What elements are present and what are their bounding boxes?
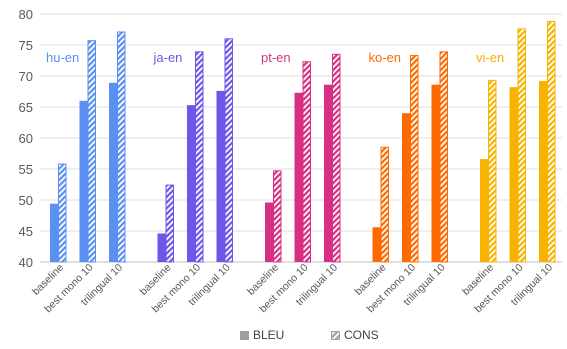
bar-cons-pt-en-0 [273, 170, 282, 263]
bar-cons-ko-en-0 [380, 146, 389, 263]
group-label-hu-en: hu-en [46, 50, 79, 65]
bar-cons-pt-en-1 [302, 61, 311, 263]
bar-bleu-ja-en-2 [216, 90, 225, 262]
bar-bleu-pt-en-2 [324, 84, 332, 263]
bar-cons-ja-en-2 [224, 38, 233, 263]
group-label-ko-en: ko-en [369, 50, 402, 65]
bar-cons-vi-en-2 [547, 20, 556, 263]
bars [50, 20, 556, 263]
bar-bleu-ko-en-1 [402, 113, 410, 262]
bar-cons-ko-en-1 [410, 55, 419, 263]
bar-bleu-pt-en-1 [294, 92, 303, 263]
legend-swatch-bleu [240, 330, 249, 340]
bar-bleu-vi-en-0 [480, 159, 488, 262]
group-label-pt-en: pt-en [261, 50, 291, 65]
bar-cons-vi-en-1 [517, 28, 526, 263]
legend-swatch-cons [331, 330, 340, 340]
legend-item-cons: CONS [331, 328, 379, 342]
y-tick-label: 70 [19, 69, 33, 84]
y-tick-label: 45 [19, 224, 33, 239]
y-tick-label: 40 [19, 255, 33, 270]
group-labels: hu-en ja-en pt-en ko-en vi-en [46, 50, 504, 65]
bar-cons-hu-en-0 [58, 163, 67, 263]
bar-cons-vi-en-0 [488, 79, 497, 263]
y-tick-label: 65 [19, 100, 33, 115]
legend-label-cons: CONS [344, 328, 379, 342]
bar-bleu-pt-en-0 [265, 202, 273, 262]
bar-bleu-hu-en-2 [109, 82, 117, 262]
bar-cons-ja-en-1 [195, 51, 204, 263]
y-tick-label: 80 [19, 7, 33, 22]
bar-bleu-vi-en-2 [539, 80, 547, 263]
bar-cons-hu-en-1 [87, 40, 96, 263]
legend: BLEU CONS [0, 328, 567, 346]
group-label-ja-en: ja-en [153, 50, 183, 65]
y-tick-label: 75 [19, 38, 33, 53]
bar-bleu-ko-en-0 [372, 227, 381, 262]
bar-bleu-ja-en-0 [157, 233, 166, 262]
bar-cons-ja-en-0 [165, 184, 174, 263]
bar-bleu-hu-en-0 [50, 203, 58, 262]
bar-cons-hu-en-2 [117, 31, 126, 263]
bar-bleu-vi-en-1 [509, 87, 518, 262]
bar-bleu-hu-en-1 [79, 100, 88, 262]
group-label-vi-en: vi-en [476, 50, 504, 65]
bar-cons-pt-en-2 [332, 53, 341, 263]
bar-cons-ko-en-2 [439, 51, 448, 263]
y-tick-label: 60 [19, 131, 33, 146]
bar-bleu-ja-en-1 [187, 105, 195, 262]
legend-item-bleu: BLEU [240, 328, 284, 342]
y-tick-label: 55 [19, 162, 33, 177]
y-tick-label: 50 [19, 193, 33, 208]
y-axis: 40 45 50 55 60 65 70 75 80 [19, 7, 33, 270]
legend-label-bleu: BLEU [253, 328, 285, 342]
bar-bleu-ko-en-2 [431, 84, 440, 263]
